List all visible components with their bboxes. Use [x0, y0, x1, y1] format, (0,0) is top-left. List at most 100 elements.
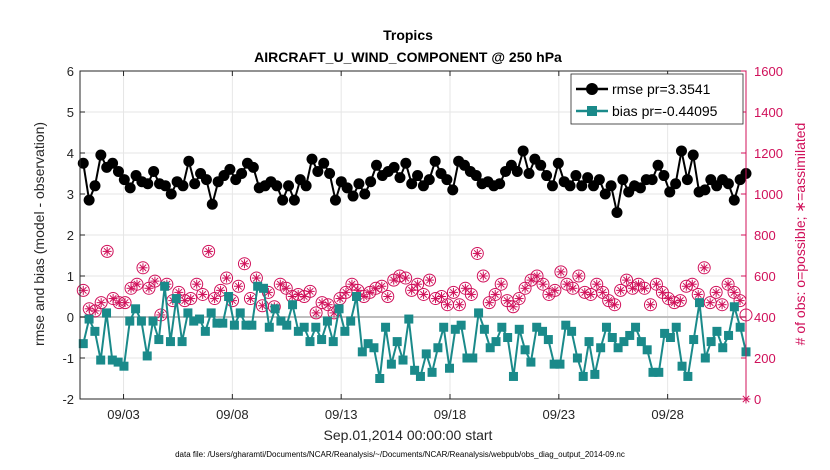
- obs-assimilated-point: [729, 287, 739, 297]
- rmse-point: [312, 165, 324, 177]
- obs-assimilated-point: [520, 283, 530, 293]
- rmse-point: [658, 170, 670, 182]
- bias-point: [270, 304, 280, 314]
- obs-possible-point: [554, 265, 568, 279]
- obs-assimilated-point: [634, 279, 644, 289]
- rmse-point: [423, 174, 435, 186]
- obs-assimilated-point: [442, 300, 452, 310]
- rmse-point: [77, 157, 89, 169]
- bias-point: [398, 355, 408, 365]
- chart-title: Tropics: [383, 27, 433, 43]
- series-rmse: [77, 145, 752, 218]
- bias-point: [497, 322, 507, 332]
- rmse-point: [675, 145, 687, 157]
- bias-point: [119, 361, 129, 371]
- rmse-point: [224, 163, 236, 175]
- obs-assimilated-point: [335, 294, 345, 304]
- bias-point: [631, 322, 641, 332]
- bias-point: [183, 308, 193, 318]
- obs-assimilated-point: [454, 300, 464, 310]
- obs-possible-point: [452, 298, 466, 312]
- bias-point: [572, 353, 582, 363]
- bias-point: [462, 353, 472, 363]
- rmse-point: [347, 190, 359, 202]
- obs-assimilated-point: [347, 279, 357, 289]
- bias-point: [555, 359, 565, 369]
- bias-point: [171, 294, 181, 304]
- rmse-point: [447, 184, 459, 196]
- obs-assimilated-point: [389, 275, 399, 285]
- rmse-point: [593, 174, 605, 186]
- obs-assimilated-point: [287, 292, 297, 301]
- x-tick-label: 09/28: [651, 407, 684, 422]
- bias-point: [142, 351, 152, 361]
- bias-point: [305, 337, 315, 347]
- legend-bias-label: bias pr=-0.44095: [612, 103, 718, 119]
- obs-assimilated-point: [705, 298, 715, 308]
- obs-assimilated-point: [192, 279, 202, 289]
- bias-point: [311, 322, 321, 332]
- bias-point: [706, 337, 716, 347]
- bias-point: [258, 283, 268, 293]
- rmse-point: [546, 180, 558, 192]
- bias-point: [229, 320, 239, 330]
- obs-possible-point: [196, 287, 210, 301]
- bias-point: [596, 343, 606, 353]
- bias-point: [369, 343, 379, 353]
- bias-point: [241, 320, 251, 330]
- rmse-point: [605, 180, 617, 192]
- obs-assimilated-point: [299, 292, 309, 301]
- rmse-point: [441, 174, 453, 186]
- obs-possible-point: [411, 277, 425, 291]
- obs-assimilated-point: [96, 298, 106, 308]
- y-tick-label-left: 1: [67, 269, 74, 284]
- y-axis-right-label: # of obs: o=possible; ∗=assimilated: [792, 123, 808, 346]
- bias-point: [485, 343, 495, 353]
- rmse-point: [570, 170, 582, 182]
- obs-possible-point: [494, 277, 508, 291]
- obs-assimilated-point: [222, 273, 232, 283]
- bias-point: [247, 320, 257, 330]
- obs-assimilated-point: [699, 263, 709, 273]
- bias-point: [590, 369, 600, 379]
- bias-point: [689, 335, 699, 345]
- rmse-point: [306, 153, 318, 165]
- obs-assimilated-point: [496, 279, 506, 289]
- obs-assimilated-point: [580, 287, 590, 297]
- bias-point: [154, 335, 164, 345]
- obs-possible-point: [488, 287, 502, 301]
- rmse-point: [83, 194, 95, 206]
- rmse-point: [118, 174, 130, 186]
- rmse-point: [183, 155, 195, 167]
- bias-point: [729, 302, 739, 312]
- obs-assimilated-point: [514, 294, 524, 304]
- rmse-point: [283, 180, 295, 192]
- bias-point: [514, 324, 524, 334]
- x-tick-label: 09/03: [107, 407, 140, 422]
- obs-possible-point: [136, 261, 150, 275]
- bias-point: [567, 326, 577, 336]
- obs-assimilated-point: [687, 279, 697, 289]
- bias-point: [224, 292, 234, 301]
- bias-point: [253, 281, 263, 291]
- rmse-point: [394, 172, 406, 184]
- obs-assimilated-point: [693, 289, 703, 299]
- bias-point: [665, 333, 675, 342]
- rmse-point: [247, 161, 259, 173]
- obs-assimilated-point: [245, 294, 255, 304]
- obs-assimilated-point: [437, 292, 446, 301]
- legend-bias-marker: [587, 106, 597, 116]
- bias-point: [549, 359, 559, 369]
- bias-point: [538, 326, 548, 336]
- y-tick-label-left: 4: [67, 146, 74, 161]
- bias-point: [328, 337, 338, 347]
- bias-point: [421, 349, 431, 359]
- bias-point: [392, 337, 402, 347]
- y-tick-label-right: 400: [754, 310, 776, 325]
- obs-assimilated-point: [413, 279, 423, 289]
- rmse-point: [341, 182, 353, 194]
- obs-assimilated-point: [425, 275, 435, 285]
- rmse-point: [124, 182, 136, 194]
- rmse-point: [412, 170, 424, 182]
- legend: rmse pr=3.3541 bias pr=-0.44095: [570, 73, 744, 125]
